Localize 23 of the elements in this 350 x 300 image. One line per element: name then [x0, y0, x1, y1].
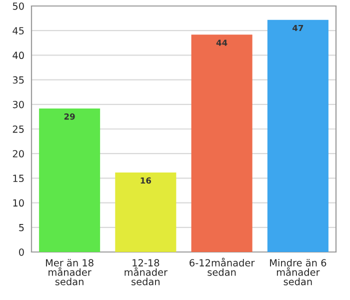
bar — [39, 108, 100, 252]
y-tick-label: 5 — [19, 224, 24, 232]
bar — [267, 20, 328, 252]
y-tick-label: 30 — [12, 100, 24, 108]
y-tick-label: 50 — [12, 2, 24, 10]
y-tick-label: 45 — [12, 27, 24, 34]
data-label: 44 — [216, 40, 228, 46]
y-tick-label: 10 — [13, 199, 24, 207]
y-tick-label: 15 — [13, 174, 24, 182]
x-tick-label: Mindre än 6 månader sedan — [270, 258, 326, 286]
y-tick-label: 20 — [12, 150, 24, 158]
x-tick-label: 6-12månader sedan — [190, 258, 255, 276]
bar — [191, 34, 252, 252]
y-tick-label: 35 — [12, 76, 24, 84]
y-tick-label: 0 — [19, 248, 24, 256]
bar — [115, 172, 176, 252]
y-tick-label: 40 — [12, 52, 24, 60]
data-label: 47 — [292, 24, 304, 32]
data-label: 29 — [64, 113, 75, 120]
data-label: 16 — [140, 177, 152, 184]
x-tick-label: 12-18 månader sedan — [124, 259, 168, 286]
x-tick-label: Mer än 18 månader sedan — [46, 258, 94, 286]
y-tick-label: 25 — [12, 125, 24, 133]
